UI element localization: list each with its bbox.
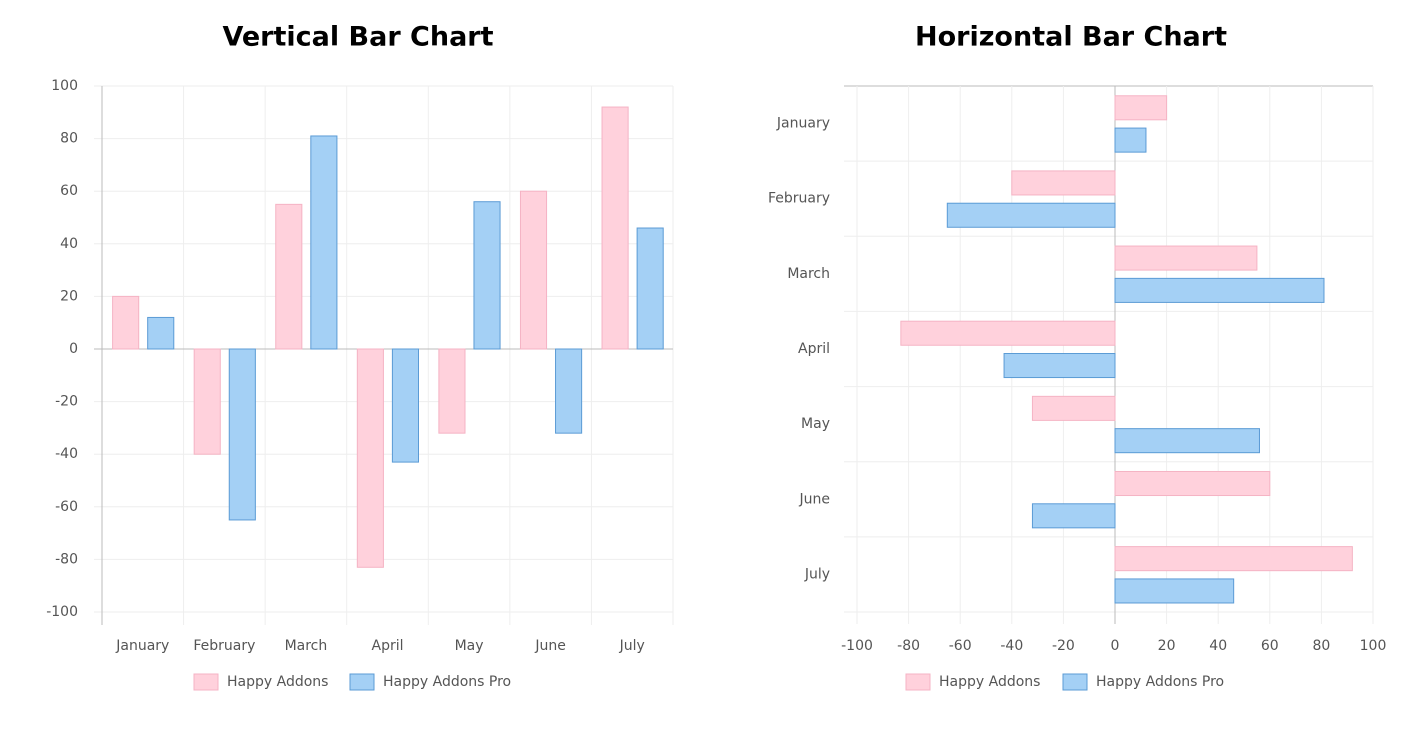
legend-label: Happy Addons (939, 674, 1040, 690)
bar (1114, 546, 1353, 572)
bar (1114, 127, 1147, 153)
y-tick-label: 100 (51, 78, 78, 94)
y-tick-label: -40 (55, 446, 78, 462)
x-tick-label: April (372, 638, 404, 654)
bar (438, 348, 466, 434)
y-tick-label: 60 (60, 183, 78, 199)
x-tick-label: -20 (1052, 638, 1075, 654)
y-tick-label: -100 (46, 604, 78, 620)
bar (1031, 395, 1116, 421)
x-tick-label: March (285, 638, 328, 654)
y-tick-label: 40 (60, 236, 78, 252)
y-tick-label: April (798, 341, 830, 357)
bar (555, 348, 583, 434)
x-tick-label: 20 (1158, 638, 1176, 654)
x-tick-label: January (115, 638, 169, 654)
y-tick-label: March (787, 266, 830, 282)
y-tick-label: 80 (60, 131, 78, 147)
x-tick-label: July (619, 638, 645, 654)
x-tick-label: -60 (949, 638, 972, 654)
bar (1114, 245, 1258, 271)
bar (193, 348, 221, 455)
bar (1114, 578, 1235, 604)
bar (228, 348, 256, 521)
bar (946, 202, 1116, 228)
bar (356, 348, 384, 568)
x-tick-label: 60 (1261, 638, 1279, 654)
legend-swatch (905, 673, 931, 691)
y-tick-label: July (804, 566, 830, 582)
bar (1114, 428, 1260, 454)
legend-swatch (349, 673, 375, 691)
bar (473, 201, 501, 350)
x-tick-label: 80 (1312, 638, 1330, 654)
legend-label: Happy Addons Pro (383, 674, 511, 690)
bar (310, 135, 338, 350)
y-tick-label: January (776, 116, 830, 132)
x-tick-label: June (534, 638, 566, 654)
chart-title: Vertical Bar Chart (222, 22, 493, 53)
bar (900, 320, 1116, 346)
y-tick-label: 20 (60, 288, 78, 304)
x-tick-label: May (455, 638, 484, 654)
y-tick-label: 0 (69, 341, 78, 357)
x-tick-label: 0 (1111, 638, 1120, 654)
bar (147, 316, 175, 350)
bar (275, 203, 303, 350)
x-tick-label: -100 (841, 638, 873, 654)
bar (1003, 353, 1116, 379)
legend-swatch (193, 673, 219, 691)
x-tick-label: 100 (1360, 638, 1387, 654)
legend-label: Happy Addons Pro (1096, 674, 1224, 690)
x-tick-label: -40 (1000, 638, 1023, 654)
y-tick-label: February (768, 191, 830, 207)
x-tick-label: February (193, 638, 255, 654)
bar (1114, 95, 1168, 121)
bar (601, 106, 629, 350)
bar (636, 227, 664, 350)
bar (112, 295, 140, 350)
bar (1114, 470, 1271, 497)
y-tick-label: -20 (55, 394, 78, 410)
y-tick-label: June (799, 491, 831, 507)
bar (1031, 503, 1116, 529)
y-tick-label: -60 (55, 499, 78, 515)
legend-swatch (1062, 673, 1088, 691)
bar (1011, 170, 1116, 196)
bar (1114, 277, 1325, 303)
legend-label: Happy Addons (227, 674, 328, 690)
x-tick-label: 40 (1209, 638, 1227, 654)
bar (519, 190, 548, 350)
chart-title: Horizontal Bar Chart (915, 22, 1227, 53)
x-tick-label: -80 (897, 638, 920, 654)
y-tick-label: May (801, 416, 830, 432)
y-tick-label: -80 (55, 551, 78, 567)
bar (391, 348, 419, 463)
